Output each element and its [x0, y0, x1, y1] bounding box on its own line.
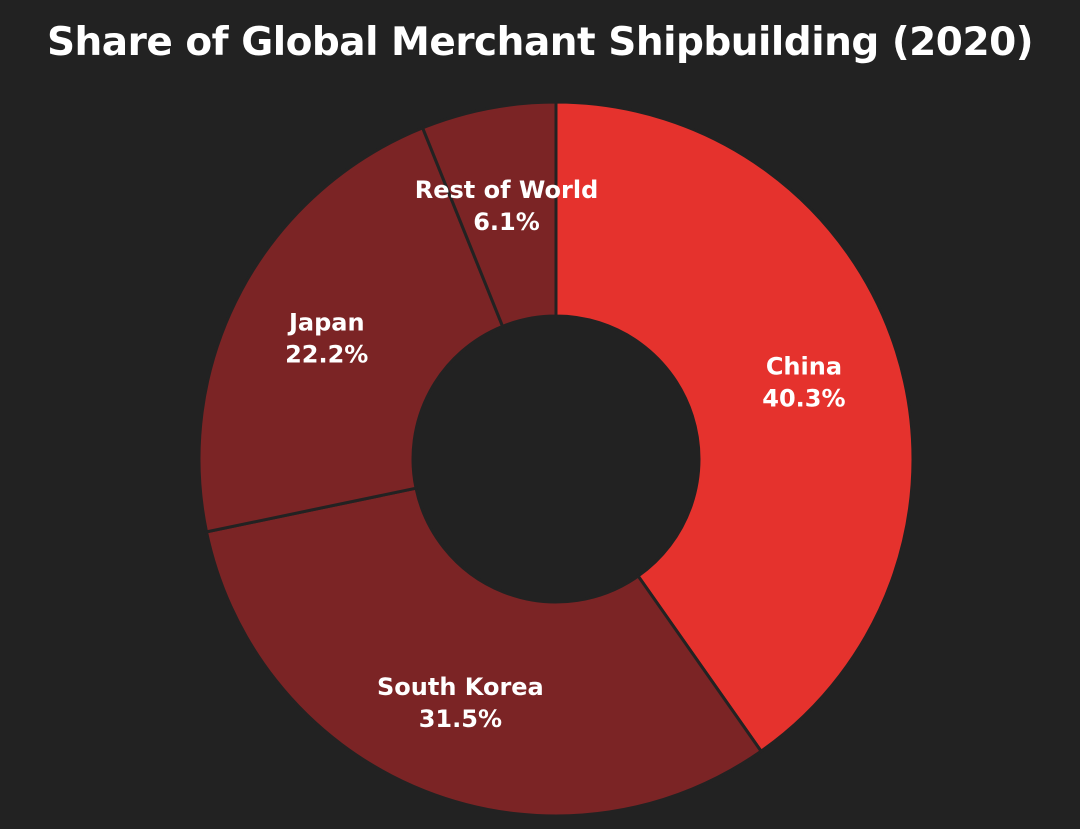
- slice-rest-of-world: [420, 100, 558, 329]
- slice-label-china: China: [766, 353, 842, 381]
- slice-value-south-korea: 31.5%: [419, 705, 502, 733]
- slice-japan: [197, 125, 505, 534]
- slices-group: [197, 100, 915, 818]
- slice-south-korea: [204, 486, 764, 818]
- slice-label-south-korea: South Korea: [377, 673, 544, 701]
- slice-label-rest-of-world: Rest of World: [415, 176, 599, 204]
- slice-label-japan: Japan: [287, 308, 365, 336]
- slice-value-japan: 22.2%: [285, 340, 368, 368]
- slice-value-china: 40.3%: [762, 385, 845, 413]
- labels-group: China 40.3% South Korea 31.5% Japan 22.2% Rest…: [285, 176, 845, 733]
- slice-value-rest-of-world: 6.1%: [473, 208, 540, 236]
- slice-china: [554, 100, 915, 754]
- chart-title: Share of Global Merchant Shipbuilding (2…: [46, 20, 1034, 65]
